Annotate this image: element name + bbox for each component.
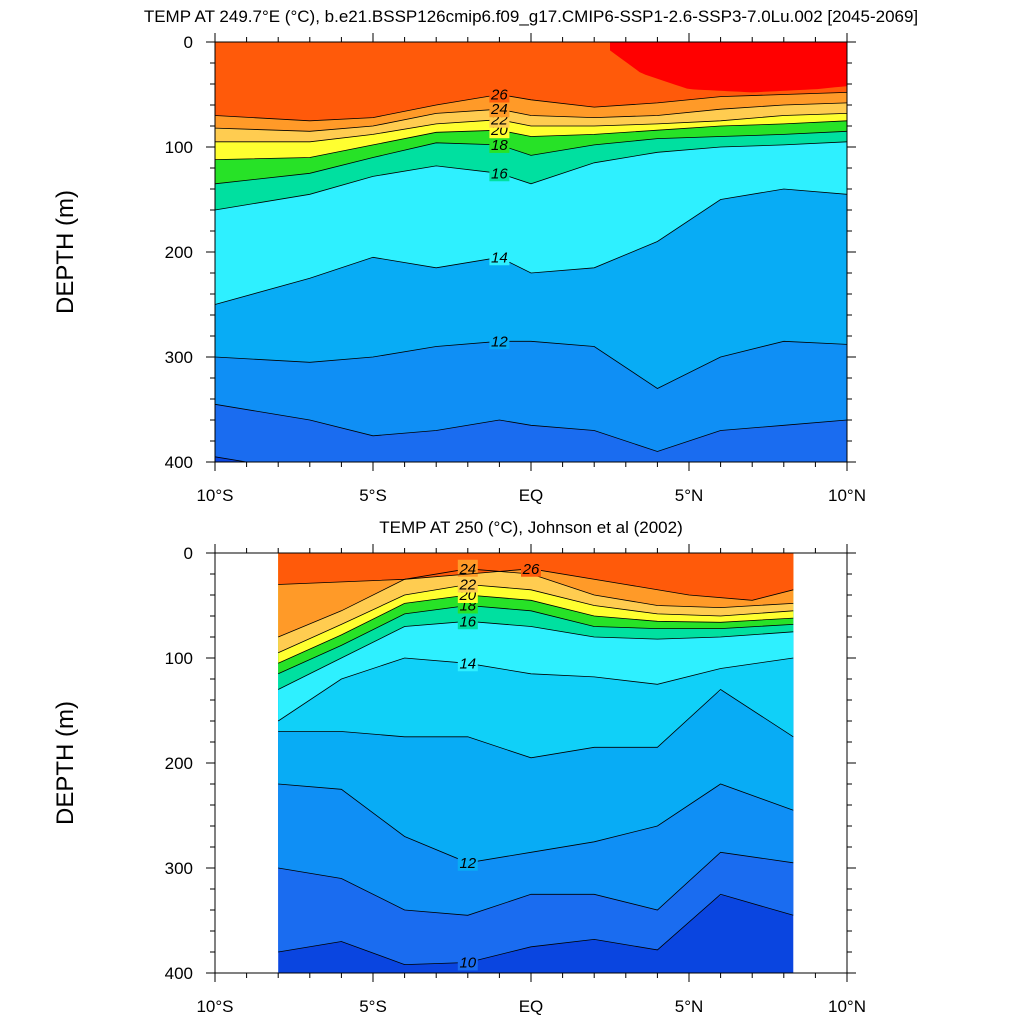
isotherm-label-bg (457, 853, 478, 871)
y-tick-label: 400 (165, 964, 193, 983)
isotherm-label-bg (489, 332, 510, 350)
isotherm-10 (214, 456, 247, 463)
isotherm-label-14: 14 (491, 249, 508, 266)
isotherm-22 (278, 584, 794, 654)
isotherm-label-26: 26 (490, 87, 508, 104)
isotherm-label-16: 16 (459, 613, 476, 630)
isotherm-label-bg (489, 248, 510, 266)
isotherm-label-bg (457, 559, 478, 577)
isotherm-label-bg (457, 654, 478, 672)
isotherm-label-26: 26 (522, 561, 540, 578)
x-tick-label: EQ (519, 997, 544, 1016)
isotherm-16 (214, 141, 848, 211)
isotherm-16 (278, 620, 794, 690)
isotherm-label-10: 10 (459, 955, 476, 972)
x-tick-label: 5°S (359, 486, 387, 505)
isotherm-18 (214, 130, 848, 185)
isotherm-26 (214, 92, 848, 122)
y-tick-label: 100 (165, 649, 193, 668)
isotherm-label-bg (457, 575, 478, 593)
y-tick-label: 200 (165, 243, 193, 262)
y-axis-label: DEPTH (m) (52, 190, 79, 314)
isotherm-label-bg (457, 612, 478, 630)
isotherm-label-bg (489, 135, 510, 153)
isotherm-11 (214, 403, 848, 452)
isotherm-14 (214, 188, 848, 305)
isotherm-label-bg (489, 100, 510, 118)
isotherm-12 (214, 340, 848, 389)
y-tick-label: 100 (165, 138, 193, 157)
isotherm-label-bg (457, 953, 478, 971)
x-tick-label: EQ (519, 486, 544, 505)
isotherm-12 (278, 783, 794, 864)
isotherm-label-12: 12 (491, 333, 508, 350)
x-tick-label: 10°S (196, 486, 233, 505)
isotherm-label-14: 14 (459, 655, 476, 672)
x-tick-label: 5°S (359, 997, 387, 1016)
isotherm-label-24: 24 (490, 101, 508, 118)
y-tick-label: 400 (165, 453, 193, 472)
y-axis-label: DEPTH (m) (52, 701, 79, 825)
isotherm-label-bg (521, 559, 541, 577)
isotherm-label-18: 18 (491, 137, 508, 154)
isotherm-label-12: 12 (459, 855, 476, 872)
isotherm-label-bg (489, 85, 510, 103)
y-tick-label: 0 (184, 33, 193, 52)
isotherm-26 (278, 568, 794, 601)
chart-title: TEMP AT 249.7°E (°C), b.e21.BSSP126cmip6… (144, 7, 918, 26)
isotherm-14 (277, 657, 794, 722)
isotherm-11 (278, 851, 794, 916)
warm-core-region-1 (610, 42, 847, 93)
x-tick-label: 10°S (196, 997, 233, 1016)
y-tick-label: 0 (184, 544, 193, 563)
isotherm-22 (215, 113, 848, 143)
isotherm-20 (278, 594, 794, 664)
x-tick-label: 10°N (828, 486, 866, 505)
warm-core-region-1 (613, 553, 794, 595)
isotherm-label-16: 16 (491, 165, 508, 182)
isotherm-label-bg (489, 164, 510, 182)
isotherm-24 (214, 102, 848, 132)
isotherm-label-24: 24 (458, 561, 476, 578)
x-tick-label: 10°N (828, 997, 866, 1016)
y-tick-label: 300 (165, 348, 193, 367)
isotherm-18 (278, 605, 794, 675)
isotherm-13 (278, 688, 794, 759)
isotherm-20 (214, 120, 848, 160)
isotherm-10 (278, 893, 794, 966)
y-tick-label: 200 (165, 754, 193, 773)
x-tick-label: 5°N (675, 997, 704, 1016)
isotherm-label-22: 22 (458, 577, 476, 594)
chart-title: TEMP AT 250 (°C), Johnson et al (2002) (379, 518, 683, 537)
y-tick-label: 300 (165, 859, 193, 878)
x-tick-label: 5°N (675, 486, 704, 505)
